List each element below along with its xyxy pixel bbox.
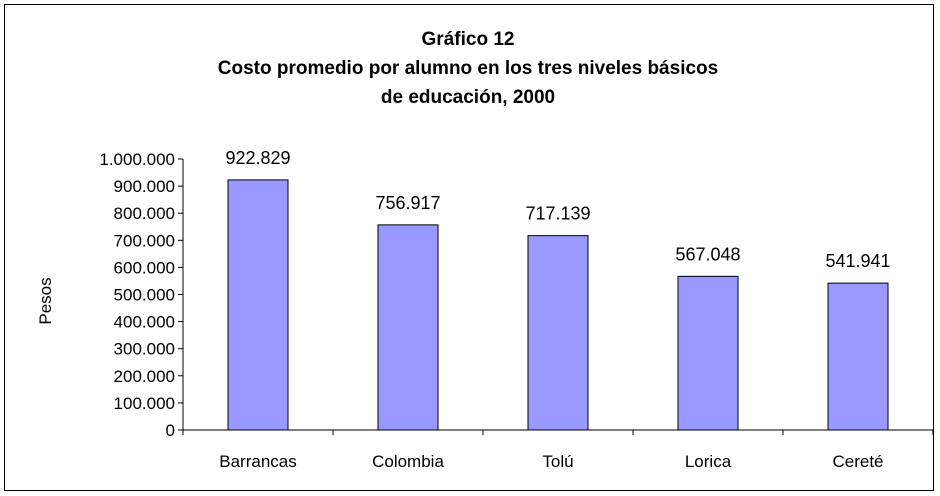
y-tick-label: 100.000 bbox=[114, 394, 175, 413]
bar-lorica bbox=[677, 275, 739, 431]
data-label: 756.917 bbox=[375, 193, 440, 213]
y-axis-label: Pesos bbox=[36, 277, 55, 324]
y-tick-label: 1.000.000 bbox=[99, 150, 175, 169]
y-tick-label: 400.000 bbox=[114, 313, 175, 332]
x-category-label: Lorica bbox=[685, 452, 732, 471]
chart-title: Gráfico 12 Costo promedio por alumno en … bbox=[218, 29, 718, 108]
y-tick-label: 900.000 bbox=[114, 177, 175, 196]
x-category-label: Tolú bbox=[542, 452, 573, 471]
data-label: 541.941 bbox=[825, 251, 890, 271]
chart-title-line-1: Gráfico 12 bbox=[422, 29, 515, 50]
x-category-label: Colombia bbox=[372, 452, 444, 471]
y-tick-label: 700.000 bbox=[114, 231, 175, 250]
x-category-label: Barrancas bbox=[219, 452, 296, 471]
y-tick-label: 0 bbox=[166, 421, 175, 440]
data-label: 717.139 bbox=[525, 204, 590, 224]
data-label: 567.048 bbox=[675, 244, 740, 264]
chart-title-line-2: Costo promedio por alumno en los tres ni… bbox=[218, 58, 718, 79]
chart-title-line-3: de educación, 2000 bbox=[381, 87, 555, 108]
y-tick-label: 500.000 bbox=[114, 286, 175, 305]
y-tick-label: 200.000 bbox=[114, 367, 175, 386]
y-tick-label: 300.000 bbox=[114, 340, 175, 359]
chart-frame: Gráfico 12 Costo promedio por alumno en … bbox=[4, 4, 934, 491]
bar-barrancas bbox=[227, 179, 289, 431]
y-tick-label: 800.000 bbox=[114, 204, 175, 223]
bar-tol- bbox=[527, 235, 589, 431]
bar-chart: Gráfico 12 Costo promedio por alumno en … bbox=[36, 29, 934, 471]
bar-colombia bbox=[377, 224, 439, 431]
x-category-label: Cereté bbox=[832, 452, 883, 471]
y-tick-label: 600.000 bbox=[114, 258, 175, 277]
plot-area: 0 100.000 200.000 300.000 400.000 500.000 600.… bbox=[99, 148, 934, 471]
data-label: 922.829 bbox=[225, 148, 290, 168]
bar-ceret- bbox=[827, 282, 889, 431]
